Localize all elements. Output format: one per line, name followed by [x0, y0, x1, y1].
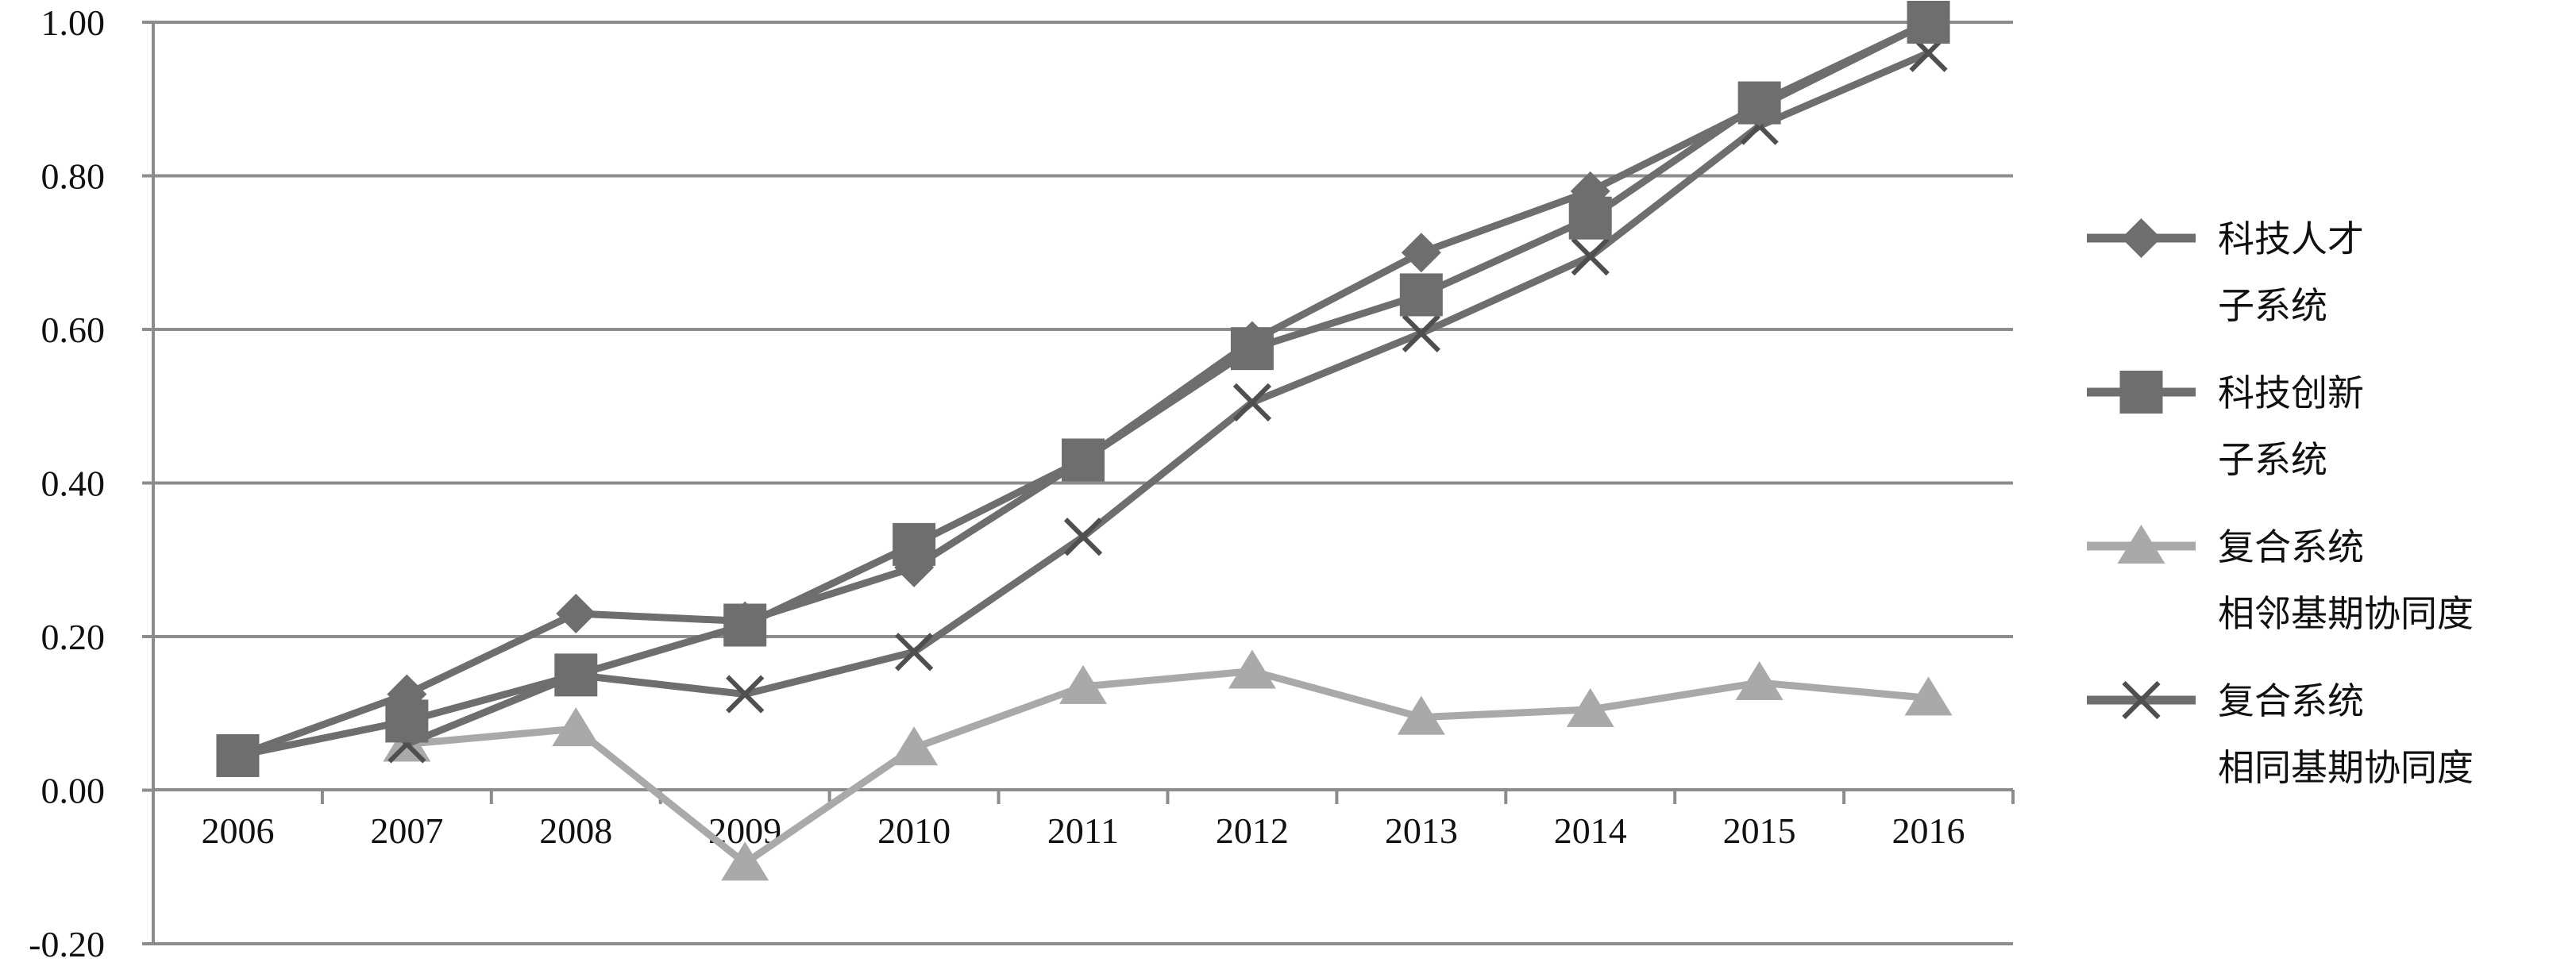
data-point-x [2122, 680, 2161, 720]
legend-label: 子系统 [2218, 284, 2327, 327]
x-tick-label: 2010 [877, 810, 951, 851]
data-point-square [2119, 371, 2163, 414]
data-point-x [1232, 383, 1272, 422]
x-tick-label: 2013 [1385, 810, 1458, 851]
data-point-diamond [2121, 218, 2161, 258]
data-point-triangle [890, 726, 939, 766]
data-point-x [1571, 237, 1610, 276]
data-point-triangle [1566, 687, 1614, 727]
x-marker-stroke [726, 675, 765, 714]
series-lines [216, 1, 1953, 881]
y-tick-label: 0.00 [41, 771, 106, 811]
x-tick-labels: 2006 2007 2008 2009 2010 2011 2012 2013 2014 2015… [201, 810, 1965, 851]
y-tick-label: -0.20 [29, 924, 105, 964]
data-point-x [894, 633, 934, 672]
data-point-triangle [2117, 525, 2165, 564]
x-tick-label: 2006 [201, 810, 274, 851]
data-point-x [1063, 518, 1103, 556]
y-tick-label: 0.80 [41, 156, 106, 197]
data-point-diamond [1401, 233, 1441, 273]
data-point-triangle [1904, 676, 1953, 716]
x-marker-stroke [1232, 383, 1272, 422]
data-point-diamond [1570, 171, 1610, 211]
x-tick-label: 2011 [1047, 810, 1119, 851]
data-point-diamond [894, 547, 935, 587]
series-line [405, 49, 1930, 748]
series-line [236, 18, 1930, 760]
x-marker-stroke [1402, 314, 1440, 352]
x-tick-label: 2007 [370, 810, 443, 851]
series-line [406, 668, 1929, 867]
data-point-diamond [1063, 440, 1103, 480]
data-point-diamond [725, 601, 765, 641]
legend-label: 复合系统 [2218, 679, 2364, 722]
data-point-diamond [1232, 321, 1272, 361]
x-marker-stroke [2122, 680, 2161, 720]
y-tick-label: 0.40 [41, 464, 106, 504]
data-point-triangle [552, 707, 600, 747]
data-point-diamond [556, 593, 596, 633]
x-tick-label: 2008 [539, 810, 612, 851]
x-tick-label: 2015 [1723, 810, 1796, 851]
legend-label: 相邻基期协同度 [2218, 592, 2474, 635]
legend-label: 子系统 [2218, 438, 2327, 481]
series-3 [383, 649, 1953, 881]
data-point-square [1399, 273, 1443, 317]
data-point-x [1402, 314, 1440, 352]
legend-label: 相同基期协同度 [2218, 746, 2474, 789]
data-point-diamond [387, 674, 427, 714]
x-tick-label: 2012 [1216, 810, 1289, 851]
series-1 [218, 2, 1949, 775]
x-tick-label: 2016 [1892, 810, 1965, 851]
series-line [237, 18, 1930, 760]
x-marker-stroke [1571, 237, 1610, 276]
data-point-triangle [1059, 664, 1107, 704]
y-tick-label: 0.20 [41, 617, 106, 657]
legend-label: 科技创新 [2218, 371, 2364, 414]
data-point-triangle [1397, 695, 1445, 735]
y-tick-label: 0.60 [41, 310, 106, 350]
data-point-diamond [218, 735, 258, 775]
x-marker-stroke [1063, 518, 1103, 556]
axes [142, 21, 2015, 945]
data-point-triangle [1228, 649, 1276, 689]
legend-label: 科技人才 [2218, 217, 2364, 260]
gridlines [153, 21, 2013, 945]
y-tick-label: 1.00 [41, 2, 106, 43]
data-point-diamond [1739, 87, 1780, 127]
data-point-x [726, 675, 765, 714]
x-tick-label: 2014 [1554, 810, 1627, 851]
data-point-triangle [1735, 661, 1784, 701]
data-point-diamond [1908, 2, 1949, 42]
x-marker-stroke [894, 633, 934, 672]
data-point-triangle [721, 841, 769, 881]
legend-label: 复合系统 [2218, 525, 2364, 568]
data-point-square [554, 653, 598, 697]
y-tick-labels: -0.20 0.00 0.20 0.40 0.60 0.80 1.00 [29, 2, 105, 964]
